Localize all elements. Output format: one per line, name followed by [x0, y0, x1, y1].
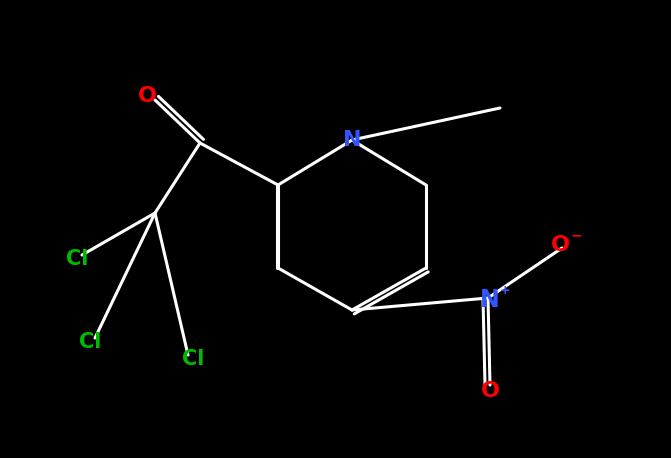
Text: −: − [570, 228, 582, 242]
Text: N: N [343, 130, 361, 150]
Text: N: N [480, 288, 500, 312]
Text: O: O [480, 381, 499, 401]
Text: O: O [550, 235, 570, 255]
Text: Cl: Cl [79, 332, 101, 352]
Text: O: O [138, 86, 156, 106]
Text: Cl: Cl [182, 349, 204, 369]
Text: +: + [500, 284, 511, 296]
Text: Cl: Cl [66, 249, 88, 269]
